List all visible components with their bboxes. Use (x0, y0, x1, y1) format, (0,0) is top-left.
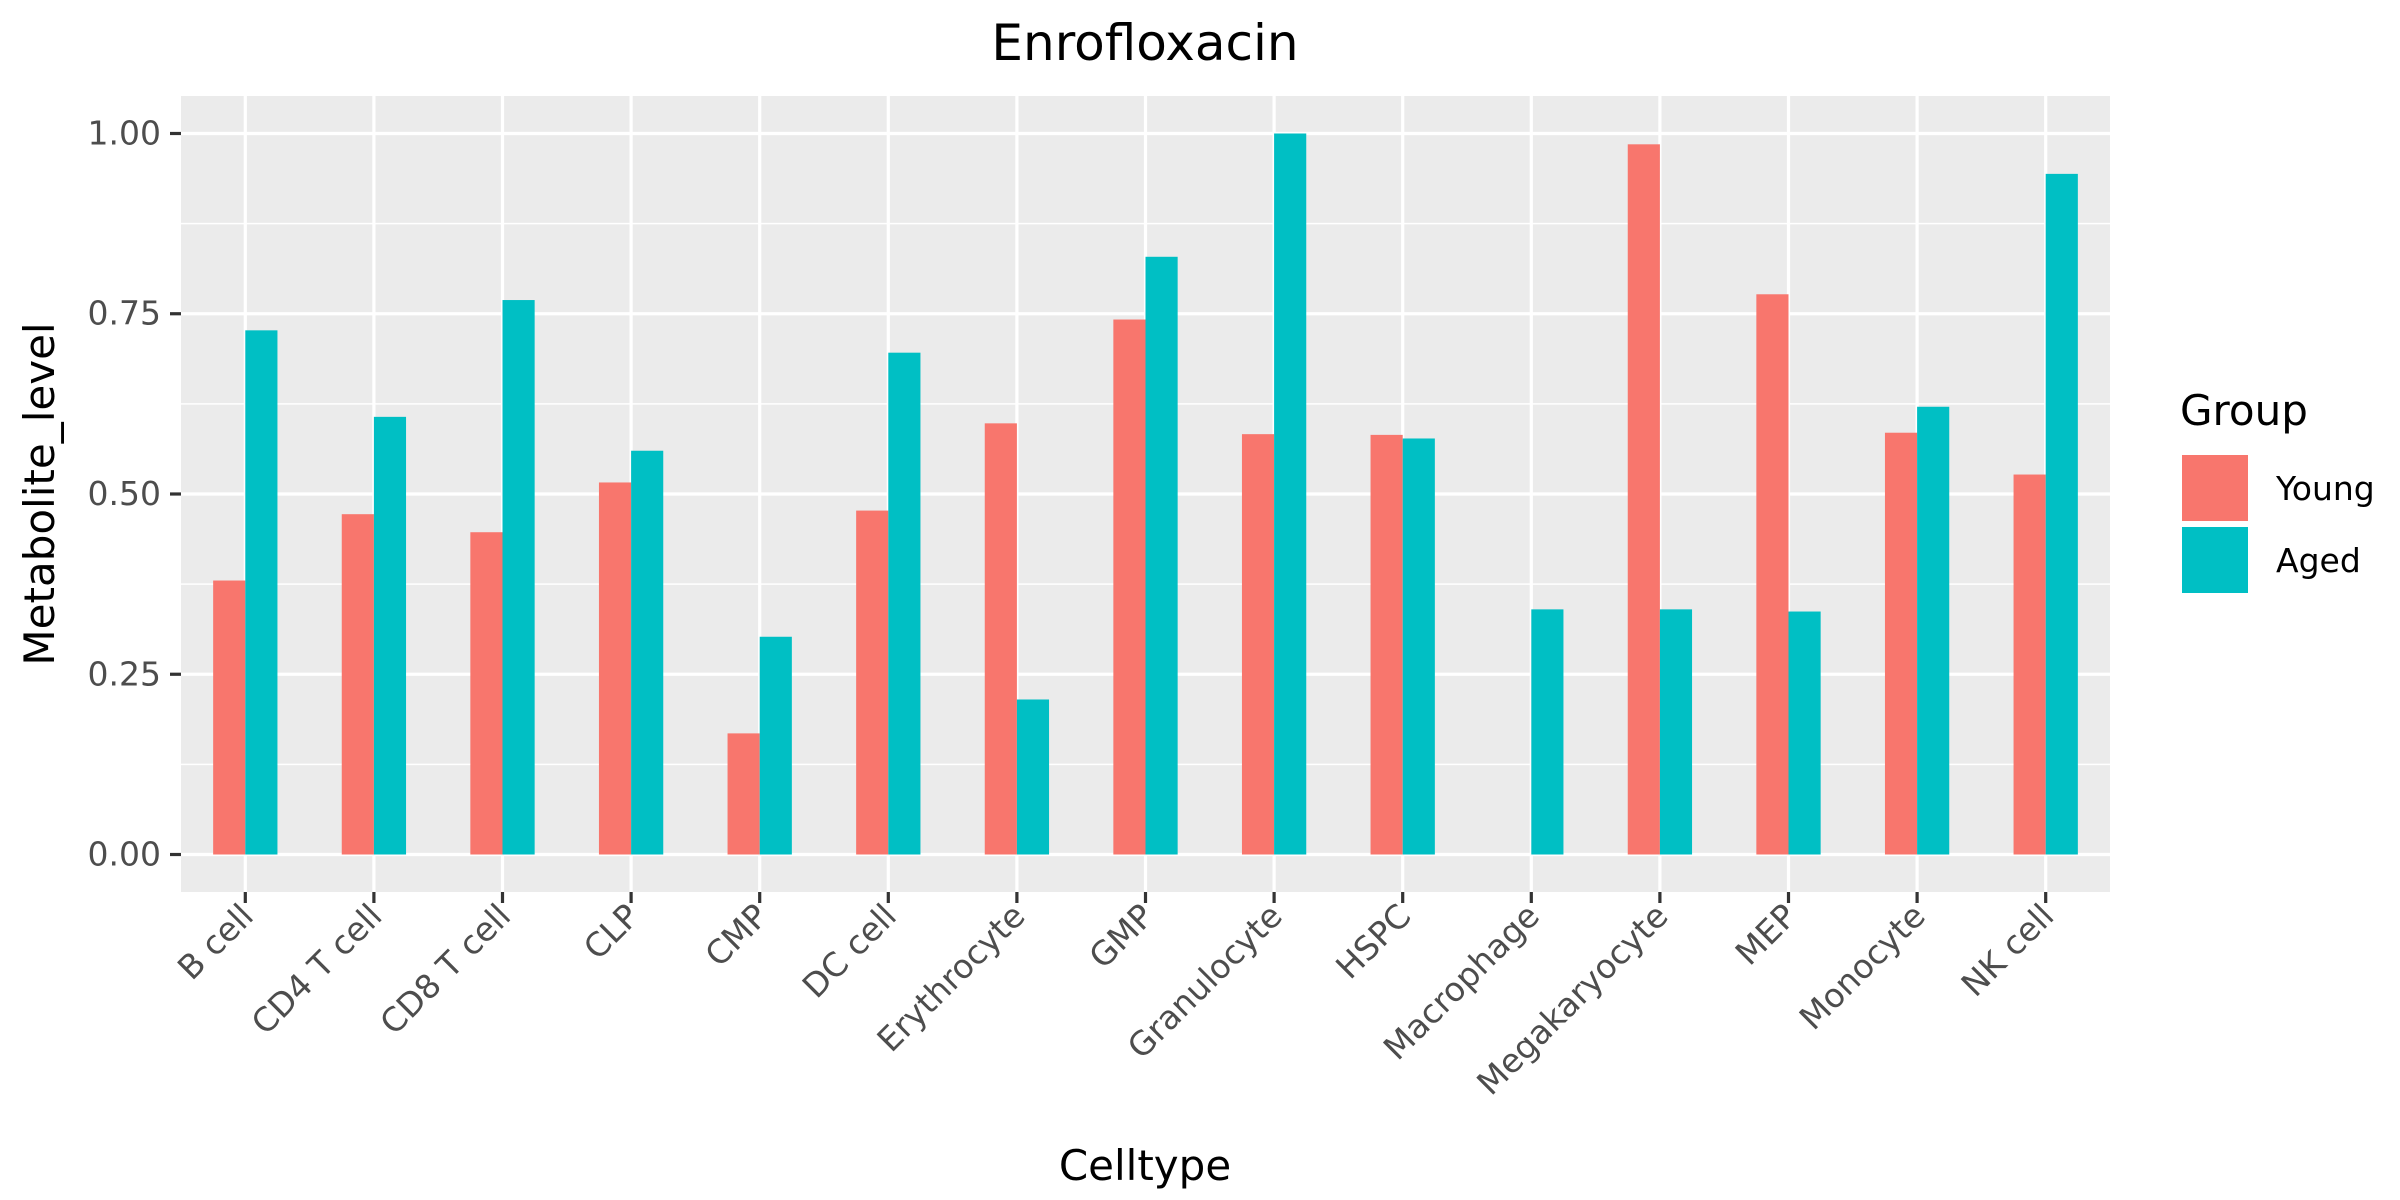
bar-young-cd4-t-cell (341, 514, 374, 855)
y-tick-label: 1.00 (88, 113, 161, 152)
x-tick-label: CD4 T cell (244, 896, 390, 1042)
legend-label-young: Young (2275, 469, 2375, 508)
bar-aged-macrophage (1531, 609, 1564, 855)
y-tick-label: 0.00 (88, 835, 161, 874)
x-tick-label: MEP (1728, 896, 1805, 973)
legend-key-aged (2182, 527, 2248, 593)
x-tick-label: NK cell (1953, 896, 2061, 1004)
x-tick-label: CD8 T cell (372, 896, 518, 1042)
chart-title: Enrofloxacin (991, 14, 1298, 72)
bar-young-erythrocyte (984, 423, 1017, 855)
x-tick-label: CMP (697, 896, 775, 974)
bar-young-nk-cell (2013, 474, 2046, 855)
bar-aged-granulocyte (1274, 133, 1307, 855)
y-axis-title: Metabolite_level (15, 322, 64, 665)
x-tick-label: GMP (1081, 896, 1161, 976)
legend-label-aged: Aged (2276, 541, 2361, 580)
bar-aged-erythrocyte (1016, 699, 1050, 855)
bar-young-clp (598, 482, 632, 855)
bar-aged-mep (1788, 611, 1821, 855)
bar-young-cd8-t-cell (470, 532, 503, 855)
bar-aged-gmp (1145, 256, 1178, 855)
y-tick-label: 0.25 (88, 654, 161, 693)
bars (213, 133, 2078, 855)
bar-young-monocyte (1884, 432, 1918, 855)
bar-young-cmp (727, 733, 760, 855)
y-tick-label: 0.75 (88, 294, 161, 333)
bar-aged-monocyte (1917, 406, 1950, 855)
x-tick-label: HSPC (1328, 896, 1418, 986)
x-axis-title: Celltype (1059, 1141, 1231, 1190)
bar-aged-b-cell (245, 330, 278, 855)
x-tick-label: DC cell (795, 896, 904, 1005)
bar-young-b-cell (213, 580, 246, 855)
x-tick-label: CLP (576, 896, 647, 967)
x-tick-label: Monocyte (1792, 896, 1933, 1037)
bar-young-dc-cell (856, 510, 889, 855)
bar-young-megakaryocyte (1627, 144, 1660, 855)
bar-young-mep (1756, 294, 1789, 855)
legend: Group Young Aged (2180, 386, 2375, 593)
bar-young-granulocyte (1241, 434, 1275, 855)
bar-aged-megakaryocyte (1659, 609, 1693, 855)
legend-key-young (2182, 455, 2248, 521)
y-tick-label: 0.50 (88, 474, 161, 513)
bar-aged-cmp (759, 636, 792, 855)
y-axis: 0.00 0.25 0.50 0.75 1.00 (88, 113, 181, 874)
bar-aged-dc-cell (888, 352, 921, 855)
legend-title: Group (2180, 386, 2308, 435)
bar-young-hspc (1370, 434, 1403, 855)
x-tick-label: B cell (170, 896, 261, 987)
bar-aged-clp (631, 450, 664, 855)
bar-young-gmp (1113, 319, 1146, 855)
bar-aged-cd8-t-cell (502, 300, 535, 855)
bar-aged-nk-cell (2045, 173, 2078, 855)
bar-aged-hspc (1402, 438, 1435, 855)
bar-aged-cd4-t-cell (373, 416, 407, 855)
